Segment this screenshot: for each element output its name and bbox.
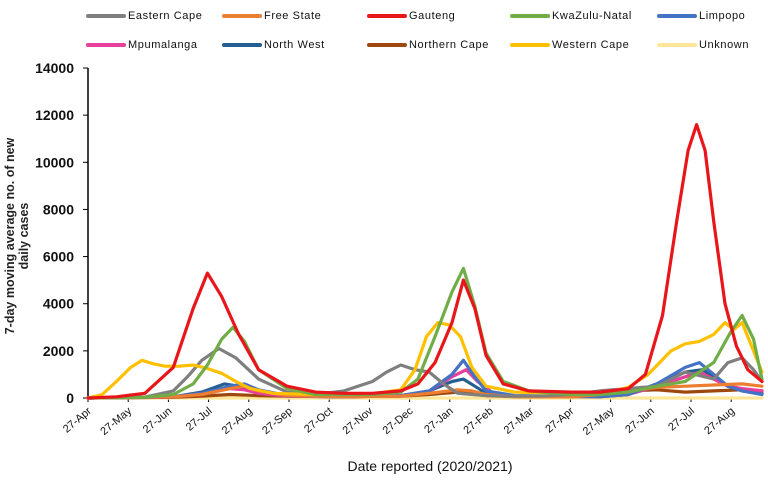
x-tick-label: 27-Sep	[260, 405, 295, 437]
legend-swatch	[657, 43, 697, 47]
legend-label: Gauteng	[409, 10, 456, 22]
legend-label: Unknown	[699, 39, 750, 51]
y-tick-label: 4000	[43, 296, 74, 312]
legend-label: North West	[264, 39, 325, 51]
x-tick-label: 27-Apr	[61, 405, 94, 436]
y-tick-label: 8000	[43, 201, 74, 217]
x-tick-label: 27-Mar	[502, 405, 537, 437]
x-tick-label: 27-Apr	[543, 405, 576, 436]
x-tick-label: 27-Jun	[623, 405, 656, 436]
legend-swatch	[510, 14, 550, 18]
y-tick-label: 10000	[35, 154, 74, 170]
x-tick-label: 27-Jul	[666, 405, 697, 433]
y-tick-label: 12000	[35, 107, 74, 123]
legend-swatch	[367, 14, 407, 18]
legend-item-northern-cape: Northern Cape	[367, 37, 489, 53]
legend-label: Mpumalanga	[128, 39, 198, 51]
x-tick-label: 27-Dec	[381, 405, 416, 437]
x-tick-label: 27-Jul	[184, 405, 215, 433]
x-tick-label: 27-Oct	[302, 405, 335, 435]
legend-swatch	[222, 14, 262, 18]
legend-swatch	[86, 14, 126, 18]
series-line-mpumalanga	[86, 368, 764, 400]
legend-swatch	[86, 43, 126, 47]
legend-item-mpumalanga: Mpumalanga	[86, 37, 198, 53]
legend-item-gauteng: Gauteng	[367, 8, 455, 24]
y-axis-title: 7-day moving average no. of new daily ca…	[3, 137, 31, 335]
legend-label: Eastern Cape	[128, 10, 203, 22]
legend-swatch	[657, 14, 697, 18]
legend-label: Free State	[264, 10, 322, 22]
legend-item-western-cape: Western Cape	[510, 37, 629, 53]
x-tick-label: 27-Jan	[422, 405, 455, 436]
y-tick-label: 14000	[35, 60, 74, 76]
y-tick-label: 0	[66, 390, 74, 406]
y-tick-label: 2000	[43, 343, 74, 359]
series-line-gauteng	[86, 123, 764, 400]
x-tick-label: 27-Aug	[702, 405, 737, 437]
x-tick-label: 27-May	[581, 405, 617, 438]
series-line-western-cape	[86, 321, 764, 400]
legend-item-limpopo: Limpopo	[657, 8, 745, 24]
legend-item-free-state: Free State	[222, 8, 321, 24]
legend-swatch	[510, 43, 550, 47]
legend-item-eastern-cape: Eastern Cape	[86, 8, 202, 24]
x-tick-label: 27-Aug	[220, 405, 255, 437]
x-tick-label: 27-Jun	[141, 405, 174, 436]
x-tick-label: 27-Nov	[340, 405, 375, 437]
x-tick-label: 27-May	[98, 405, 134, 438]
legend-label: KwaZulu-Natal	[552, 10, 632, 22]
legend-item-unknown: Unknown	[657, 37, 749, 53]
series-line-free-state	[86, 382, 764, 400]
legend-label: Northern Cape	[409, 39, 489, 51]
legend-item-north-west: North West	[222, 37, 325, 53]
legend-item-kwazulu-natal: KwaZulu-Natal	[510, 8, 632, 24]
x-axis-title: Date reported (2020/2021)	[347, 458, 513, 474]
y-tick-label: 6000	[43, 249, 74, 265]
x-tick-label: 27-Feb	[462, 405, 496, 437]
series-line-kwazulu-natal	[86, 266, 764, 400]
legend-swatch	[367, 43, 407, 47]
legend-swatch	[222, 43, 262, 47]
legend-label: Limpopo	[699, 10, 746, 22]
legend-label: Western Cape	[552, 39, 630, 51]
chart-legend: Eastern Cape Free State Gauteng KwaZulu-Nat…	[0, 0, 768, 60]
